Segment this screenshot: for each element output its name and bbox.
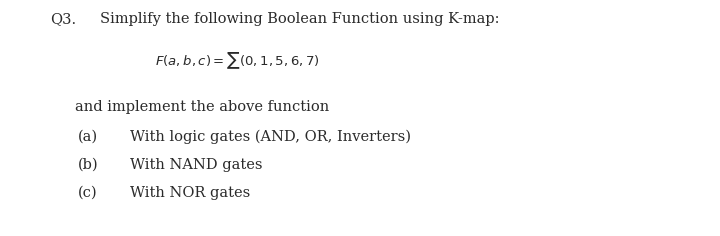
Text: Q3.: Q3.: [50, 12, 76, 26]
Text: With NAND gates: With NAND gates: [130, 158, 263, 172]
Text: (a): (a): [78, 130, 98, 144]
Text: and implement the above function: and implement the above function: [75, 100, 329, 114]
Text: (c): (c): [78, 186, 98, 200]
Text: With NOR gates: With NOR gates: [130, 186, 251, 200]
Text: $F(a,b,c) = \sum (0,1,5,6,7)$: $F(a,b,c) = \sum (0,1,5,6,7)$: [155, 50, 320, 71]
Text: Simplify the following Boolean Function using K-map:: Simplify the following Boolean Function …: [100, 12, 500, 26]
Text: With logic gates (AND, OR, Inverters): With logic gates (AND, OR, Inverters): [130, 130, 411, 144]
Text: (b): (b): [78, 158, 99, 172]
